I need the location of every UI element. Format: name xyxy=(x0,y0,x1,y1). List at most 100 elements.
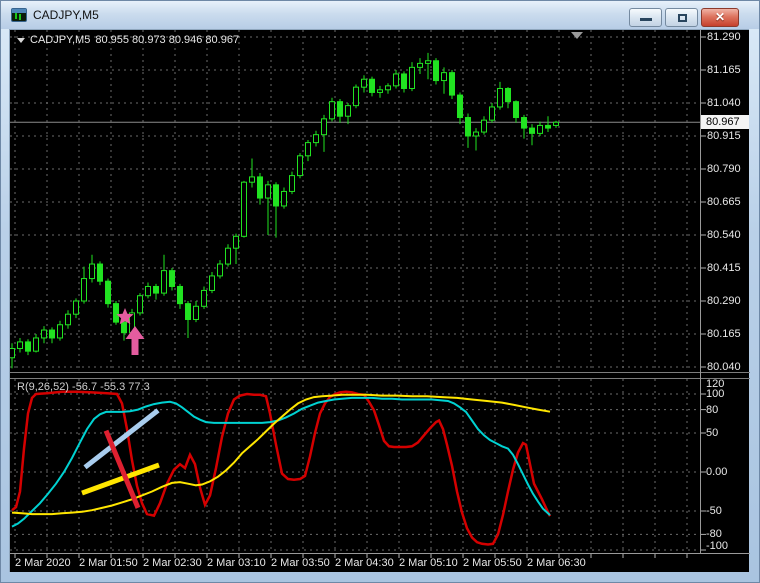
candle-body[interactable] xyxy=(97,263,103,282)
candle-body[interactable] xyxy=(345,105,351,117)
candle-body[interactable] xyxy=(281,190,287,207)
oscillator-red-line xyxy=(11,390,552,546)
candle-body[interactable] xyxy=(537,124,543,134)
candle-body[interactable] xyxy=(465,117,471,137)
time-label: 2 Mar 02:30 xyxy=(143,557,202,569)
candle-body[interactable] xyxy=(217,263,223,277)
price-label: 80.165 xyxy=(707,328,741,340)
candle-body[interactable] xyxy=(433,60,439,82)
yellow-trendline[interactable] xyxy=(81,462,160,496)
time-label: 2 Mar 05:10 xyxy=(399,557,458,569)
candle-body[interactable] xyxy=(169,270,175,287)
candle-body[interactable] xyxy=(201,289,207,307)
candle-body[interactable] xyxy=(361,78,367,88)
candle-body[interactable] xyxy=(25,341,31,352)
candle-body[interactable] xyxy=(337,101,343,117)
candle-body[interactable] xyxy=(313,134,319,144)
candle-body[interactable] xyxy=(553,121,559,126)
candle-body[interactable] xyxy=(249,176,255,183)
candle-body[interactable] xyxy=(441,72,447,82)
pane-separator-bottom[interactable] xyxy=(10,378,750,379)
symbol-period-label: CADJPY,M5 xyxy=(30,34,91,46)
candle-body[interactable] xyxy=(513,101,519,119)
candle-body[interactable] xyxy=(185,303,191,320)
price-label: 81.040 xyxy=(707,97,741,109)
candle-body[interactable] xyxy=(489,106,495,121)
candle-body[interactable] xyxy=(425,60,431,64)
candle-body[interactable] xyxy=(449,72,455,96)
candle-body[interactable] xyxy=(321,118,327,136)
candle-body[interactable] xyxy=(417,62,423,68)
candle-body[interactable] xyxy=(545,124,551,129)
candle-body[interactable] xyxy=(65,313,71,326)
candle-body[interactable] xyxy=(481,119,487,133)
pink-star[interactable] xyxy=(116,308,134,325)
candle-body[interactable] xyxy=(241,181,247,237)
candle-body[interactable] xyxy=(10,348,15,359)
candle-body[interactable] xyxy=(529,127,535,134)
candle-body[interactable] xyxy=(353,86,359,107)
lightblue-trendline[interactable] xyxy=(83,408,160,470)
candle-body[interactable] xyxy=(265,184,271,199)
candle-body[interactable] xyxy=(473,131,479,137)
candle-body[interactable] xyxy=(137,295,143,314)
candle-body[interactable] xyxy=(369,78,375,93)
chart-client-area[interactable]: CADJPY,M5 80.955 80.973 80.946 80.967 R(… xyxy=(9,29,750,573)
oscillator-yellow-line xyxy=(11,393,551,516)
price-label: 81.290 xyxy=(707,31,741,43)
candle-body[interactable] xyxy=(393,73,399,87)
candle-body[interactable] xyxy=(57,324,63,339)
candle-body[interactable] xyxy=(145,285,151,297)
candle-body[interactable] xyxy=(89,263,95,280)
price-chart[interactable] xyxy=(10,30,750,573)
candle-body[interactable] xyxy=(401,73,407,89)
candle-body[interactable] xyxy=(161,270,167,294)
price-label: 80.290 xyxy=(707,295,741,307)
candle-body[interactable] xyxy=(49,329,55,339)
price-label: 80.665 xyxy=(707,196,741,208)
price-scale-divider xyxy=(700,30,701,553)
candle-body[interactable] xyxy=(225,247,231,265)
candle-body[interactable] xyxy=(457,94,463,119)
candle-body[interactable] xyxy=(273,184,279,207)
candle-body[interactable] xyxy=(297,155,303,177)
candle-body[interactable] xyxy=(233,235,239,249)
candle-body[interactable] xyxy=(105,280,111,305)
candle-body[interactable] xyxy=(521,117,527,129)
chevron-down-icon[interactable] xyxy=(17,37,25,43)
time-label: 2 Mar 03:10 xyxy=(207,557,266,569)
candle-body[interactable] xyxy=(81,278,87,302)
candle-body[interactable] xyxy=(289,175,295,192)
candle-body[interactable] xyxy=(121,321,127,334)
candle-body[interactable] xyxy=(505,87,511,103)
oscillator-label: -50 xyxy=(706,505,722,517)
candle-body[interactable] xyxy=(305,142,311,157)
close-button[interactable]: ✕ xyxy=(701,8,739,27)
candle-body[interactable] xyxy=(33,337,39,352)
candle-body[interactable] xyxy=(377,89,383,93)
pane-separator-top[interactable] xyxy=(10,372,750,373)
candle-body[interactable] xyxy=(209,275,215,291)
candle-body[interactable] xyxy=(329,101,335,120)
minimize-button[interactable] xyxy=(629,8,662,27)
candle-body[interactable] xyxy=(113,303,119,323)
oscillator-label: 100 xyxy=(706,388,725,400)
ohlc-quote: 80.955 80.973 80.946 80.967 xyxy=(95,34,240,46)
title-bar[interactable]: CADJPY,M5 ✕ xyxy=(1,1,759,29)
pink-up-arrow[interactable] xyxy=(125,326,145,355)
candle-body[interactable] xyxy=(193,305,199,320)
candle-body[interactable] xyxy=(41,329,47,339)
shift-marker-icon[interactable] xyxy=(571,32,583,39)
restore-button[interactable] xyxy=(665,8,698,27)
candle-body[interactable] xyxy=(409,66,415,89)
candle-body[interactable] xyxy=(153,285,159,294)
candle-body[interactable] xyxy=(177,285,183,305)
candle-body[interactable] xyxy=(497,87,503,108)
candle-body[interactable] xyxy=(385,85,391,91)
candle-body[interactable] xyxy=(257,176,263,199)
candle-body[interactable] xyxy=(17,341,23,350)
candle-body[interactable] xyxy=(73,300,79,315)
time-scale-divider xyxy=(10,553,750,554)
red-trendline[interactable] xyxy=(103,429,141,509)
